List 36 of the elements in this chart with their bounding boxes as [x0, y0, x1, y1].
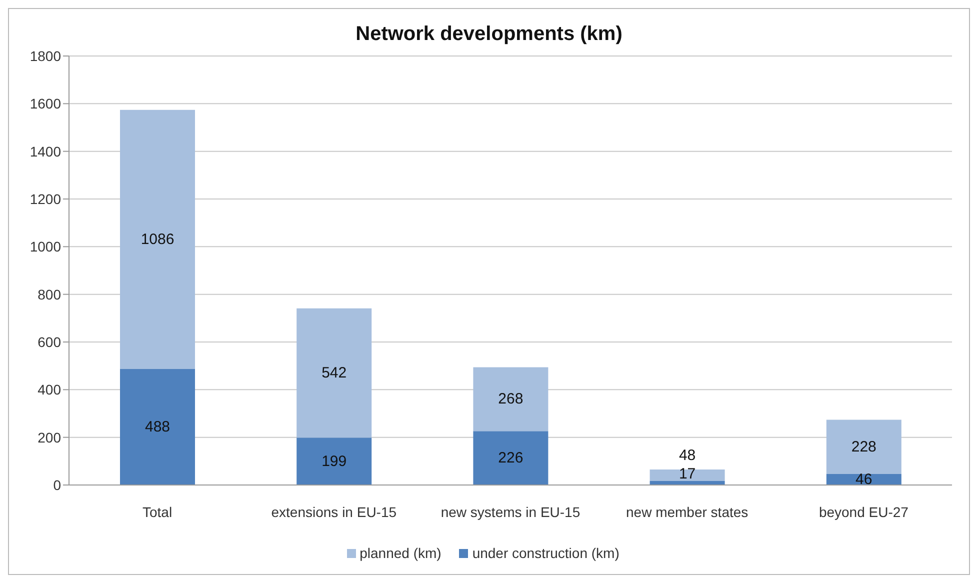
- bar: [296, 438, 372, 485]
- y-tick-label: 800: [38, 286, 62, 302]
- y-tick-label: 1800: [30, 48, 62, 64]
- data-label: 268: [498, 390, 524, 408]
- bar: [473, 367, 548, 432]
- bar: [120, 110, 195, 369]
- chart-title: Network developments (km): [354, 23, 624, 46]
- x-tick-label: extensions in EU-15: [271, 504, 397, 520]
- x-tick-label: new systems in EU-15: [440, 504, 580, 520]
- y-tick-label: 1000: [30, 238, 62, 255]
- data-label: 228: [851, 438, 876, 456]
- y-tick-label: 600: [38, 334, 62, 350]
- data-label: 46: [856, 471, 872, 488]
- bar: [826, 420, 902, 474]
- bar: [120, 368, 195, 485]
- data-label: 226: [498, 450, 524, 467]
- bar: [473, 431, 548, 485]
- data-label: 1086: [140, 230, 174, 248]
- y-tick-label: 1400: [30, 143, 62, 160]
- bar: [296, 308, 372, 438]
- y-tick-label: 200: [38, 429, 62, 446]
- y-tick-label: 1200: [30, 190, 62, 207]
- y-tick-label: 1600: [30, 96, 62, 112]
- x-tick-label: Total: [142, 504, 172, 520]
- legend-label: planned (km): [358, 545, 442, 561]
- data-label: 542: [322, 364, 347, 382]
- x-tick-label: beyond EU-27: [818, 504, 909, 520]
- legend-label: under construction (km): [471, 545, 620, 561]
- y-tick-label: 400: [38, 382, 62, 398]
- data-label: 48: [678, 447, 696, 464]
- data-label: 17: [678, 465, 696, 482]
- y-tick-label: 0: [53, 476, 62, 493]
- data-label: 199: [322, 452, 347, 470]
- data-label: 488: [144, 418, 170, 436]
- x-tick-label: new member states: [626, 504, 748, 520]
- bar: [650, 470, 725, 481]
